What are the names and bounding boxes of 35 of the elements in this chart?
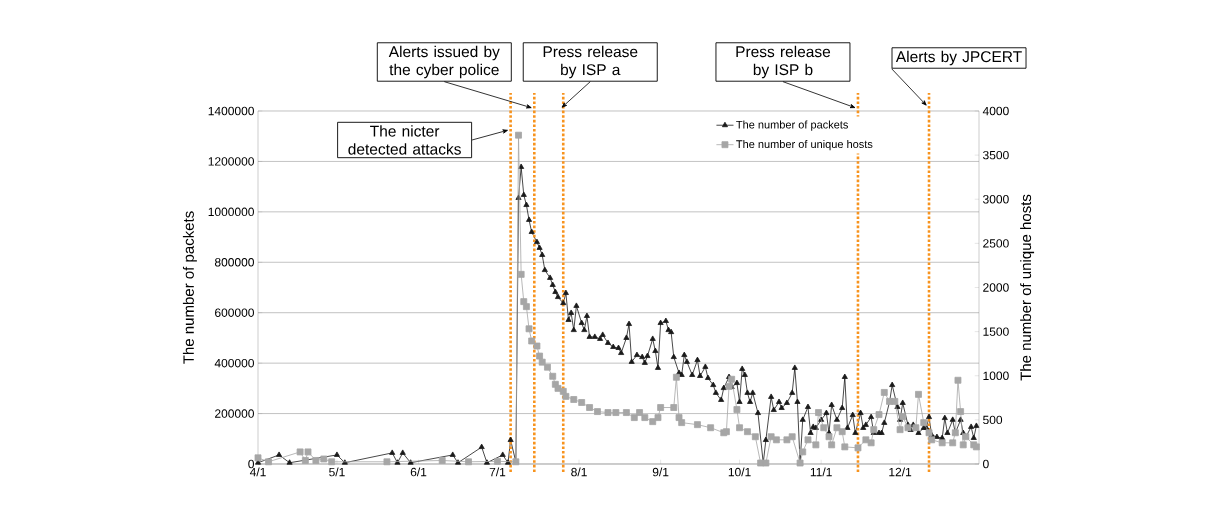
x-tick-label: 12/1	[889, 467, 912, 477]
y-axis-title: The number of packets	[182, 211, 197, 364]
x-tick-label: 4/1	[249, 467, 266, 477]
y2-tick-label: 2000	[983, 283, 1009, 292]
y2-tick-label: 500	[983, 415, 1003, 425]
y-tick-label: 1000000	[208, 207, 254, 217]
x-tick-label: 10/1	[728, 467, 751, 477]
x-tick-label: 9/1	[652, 467, 669, 477]
x-tick-label: 11/1	[810, 467, 832, 477]
y-tick-label: 200000	[215, 409, 254, 418]
ref-line-label: Press release by ISP b	[736, 45, 831, 79]
ref-line-label: Alerts by JPCERT	[895, 50, 1022, 66]
y2-tick-label: 2500	[983, 239, 1009, 248]
y-tick-label: 400000	[214, 358, 254, 368]
x-tick-label: 5/1	[329, 467, 345, 477]
legend-label: The number of unique hosts	[736, 139, 873, 151]
y2-tick-label: 1000	[983, 371, 1009, 380]
x-tick-label: 7/1	[489, 467, 506, 477]
y-tick-label: 1400000	[208, 106, 254, 116]
y-tick-label: 0	[248, 459, 255, 469]
y-tick-label: 1200000	[208, 157, 254, 166]
legend-label: The number of packets	[736, 120, 848, 131]
ref-line-label: Alerts issued by the cyber police	[388, 45, 500, 79]
y2-tick-label: 3500	[983, 150, 1009, 160]
y2-tick-label: 1500	[983, 327, 1009, 336]
y2-tick-label: 4000	[982, 106, 1009, 116]
y2-axis-title: The number of unique hosts	[1020, 194, 1035, 381]
x-tick-label: 6/1	[410, 467, 427, 477]
y-tick-label: 600000	[215, 308, 254, 317]
y2-tick-label: 3000	[983, 195, 1009, 204]
ref-line-label: The nicter detected attacks	[348, 125, 461, 155]
y2-tick-label: 0	[983, 459, 989, 469]
y-tick-label: 800000	[214, 258, 254, 267]
ref-line-label: Press release by ISP a	[543, 45, 638, 79]
x-tick-label: 8/1	[571, 467, 587, 477]
